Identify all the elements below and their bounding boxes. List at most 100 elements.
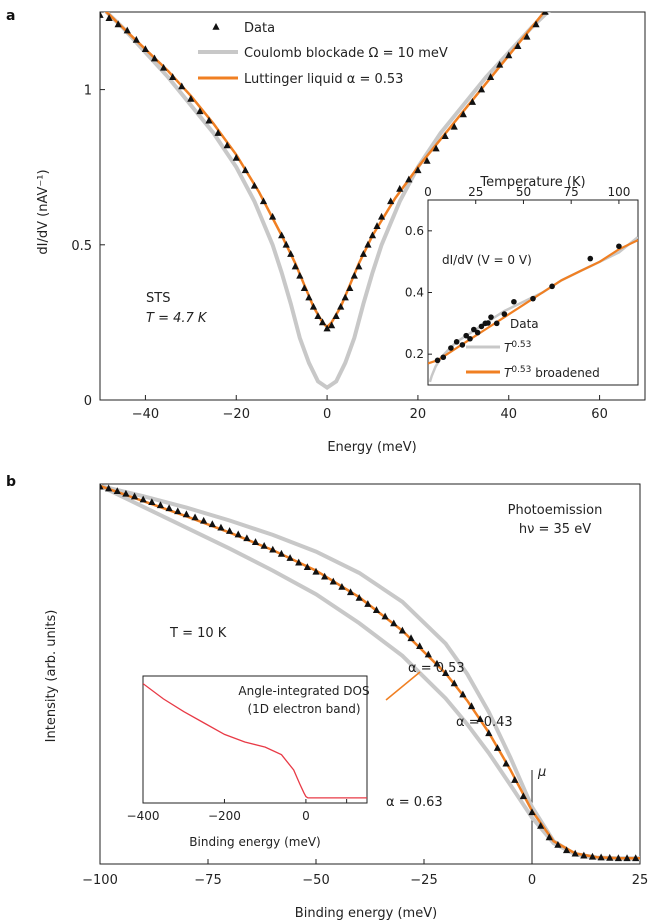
panel-b-xtick-label: −75 — [194, 873, 221, 888]
panel-b-data-point — [372, 606, 381, 613]
panel-a-data-point — [396, 184, 404, 192]
panel-b-data-point — [226, 527, 234, 534]
panel-a-ylabel: dI/dV (nAV⁻¹) — [36, 169, 51, 254]
panel-a-temp-label: T = 4.7 K — [146, 311, 208, 326]
panel-a-data-point — [114, 20, 122, 28]
inset-b-data-layer — [143, 683, 367, 799]
panel-b-data-point — [217, 523, 225, 531]
inset-a-data-point — [448, 345, 454, 351]
panel-b-data-point — [476, 715, 484, 723]
inset-a-data-point — [474, 329, 481, 336]
panel-a-data-point — [105, 14, 113, 22]
panel-a-data-point — [377, 212, 386, 220]
panel-b-data-point — [312, 567, 320, 575]
panel-a-data-point — [314, 312, 322, 319]
panel-a-data-point — [514, 42, 522, 49]
panel-b-data-point — [130, 492, 139, 500]
inset-b-frame — [142, 675, 368, 804]
panel-b-data-point — [148, 498, 156, 506]
panel-a-data-point — [505, 51, 513, 59]
panel-b-data-point — [165, 504, 173, 512]
panel-b-data-point — [346, 588, 355, 596]
panel-a-frame — [99, 11, 646, 401]
panel-a-data-point — [305, 293, 313, 301]
panel-b-data-point — [511, 776, 519, 783]
panel-a-data-point — [318, 318, 327, 326]
panel-b-xtick-label: 0 — [528, 873, 536, 888]
panel-a-data-point — [296, 271, 304, 279]
panel-a-data-point — [523, 32, 531, 40]
panel-b-data-point — [100, 484, 104, 490]
panel-b-alpha053-pointer — [385, 671, 421, 701]
panel-b-data-point — [243, 534, 251, 542]
panel-b-data-point — [571, 849, 579, 857]
panel-b-alpha063-label: α = 0.63 — [386, 795, 443, 810]
panel-b-data-point — [442, 669, 450, 677]
panel-a-data-point — [423, 156, 431, 164]
inset-a-data-point — [616, 243, 622, 250]
panel-b-data-point — [606, 853, 614, 861]
panel-b-frame — [99, 483, 641, 865]
panel-a-xtick-label: 0 — [323, 407, 331, 422]
inset-a-broadened-line — [428, 239, 638, 365]
panel-b-data-point — [355, 594, 363, 601]
inset-a-ytick-label: 0.6 — [405, 224, 424, 238]
panel-a-label: a — [6, 8, 15, 24]
panel-a-xtick-label: 20 — [410, 407, 427, 422]
panel-a-data-point — [214, 129, 222, 136]
panel-b-data-point — [450, 679, 458, 687]
panel-b-alpha043-label: α = 0.43 — [456, 715, 513, 730]
panel-a-data-layer — [100, 0, 558, 391]
panel-a-data-point — [232, 153, 240, 161]
inset-a-xtick-label: 50 — [516, 185, 531, 199]
panel-a-data-point — [441, 132, 449, 139]
inset-a-data-point — [434, 357, 441, 364]
panel-b-xtick-label: −50 — [302, 873, 329, 888]
panel-a-data-point — [373, 222, 381, 229]
panel-b-data-point — [485, 729, 493, 737]
panel-b-data-point — [554, 841, 562, 848]
panel-b-data-point — [614, 854, 622, 862]
legend-data-marker — [212, 23, 220, 30]
panel-a-data-point — [223, 141, 231, 149]
panel-b-data-point — [597, 853, 605, 861]
panel-a-data-point — [551, 0, 558, 2]
panel-b-data-point — [537, 822, 545, 829]
panel-a-data-point — [387, 197, 395, 205]
panel-a-data-point — [532, 20, 540, 28]
panel-b-data-point — [182, 510, 190, 518]
panel-a-data-point — [459, 110, 467, 118]
inset-a-data-point — [459, 342, 466, 348]
panel-b-data-point — [519, 792, 527, 800]
panel-b-data-point — [303, 563, 311, 571]
panel-a-data-point — [359, 250, 368, 257]
panel-b-data-point — [390, 619, 398, 627]
inset-a-data-point — [501, 311, 508, 317]
panel-b-photoemission: Photoemission — [508, 503, 603, 518]
panel-a-data-point — [414, 166, 422, 174]
panel-b-data-point — [234, 530, 242, 538]
panel-a-data-point — [250, 181, 259, 189]
panel-b-xtick-label: −100 — [82, 873, 118, 888]
inset-a-data-point — [467, 335, 473, 342]
panel-a-data-point — [268, 212, 277, 220]
panel-a-ytick-label: 0 — [84, 394, 92, 409]
inset-a-title: dI/dV (V = 0 V) — [442, 253, 532, 267]
panel-a-data-point — [278, 231, 286, 239]
inset-a-data-point — [488, 314, 494, 320]
panel-b-data-layer — [100, 484, 640, 862]
inset-a-xtick-label: 25 — [468, 185, 483, 199]
panel-b-data-point — [174, 507, 182, 515]
legend-data-label: Data — [244, 21, 275, 36]
panel-a-data-point — [123, 26, 131, 34]
panel-a-data-point — [450, 122, 458, 130]
panel-a-data-point — [350, 271, 358, 279]
panel-a-data-point — [368, 231, 377, 239]
panel-b-data-point — [200, 516, 208, 524]
panel-a-data-point — [178, 82, 186, 90]
panel-a-data-point — [541, 12, 549, 15]
inset-b-xtick-label: −400 — [127, 809, 160, 823]
panel-b-data-point — [191, 513, 199, 521]
panel-b-data-point — [459, 690, 467, 698]
